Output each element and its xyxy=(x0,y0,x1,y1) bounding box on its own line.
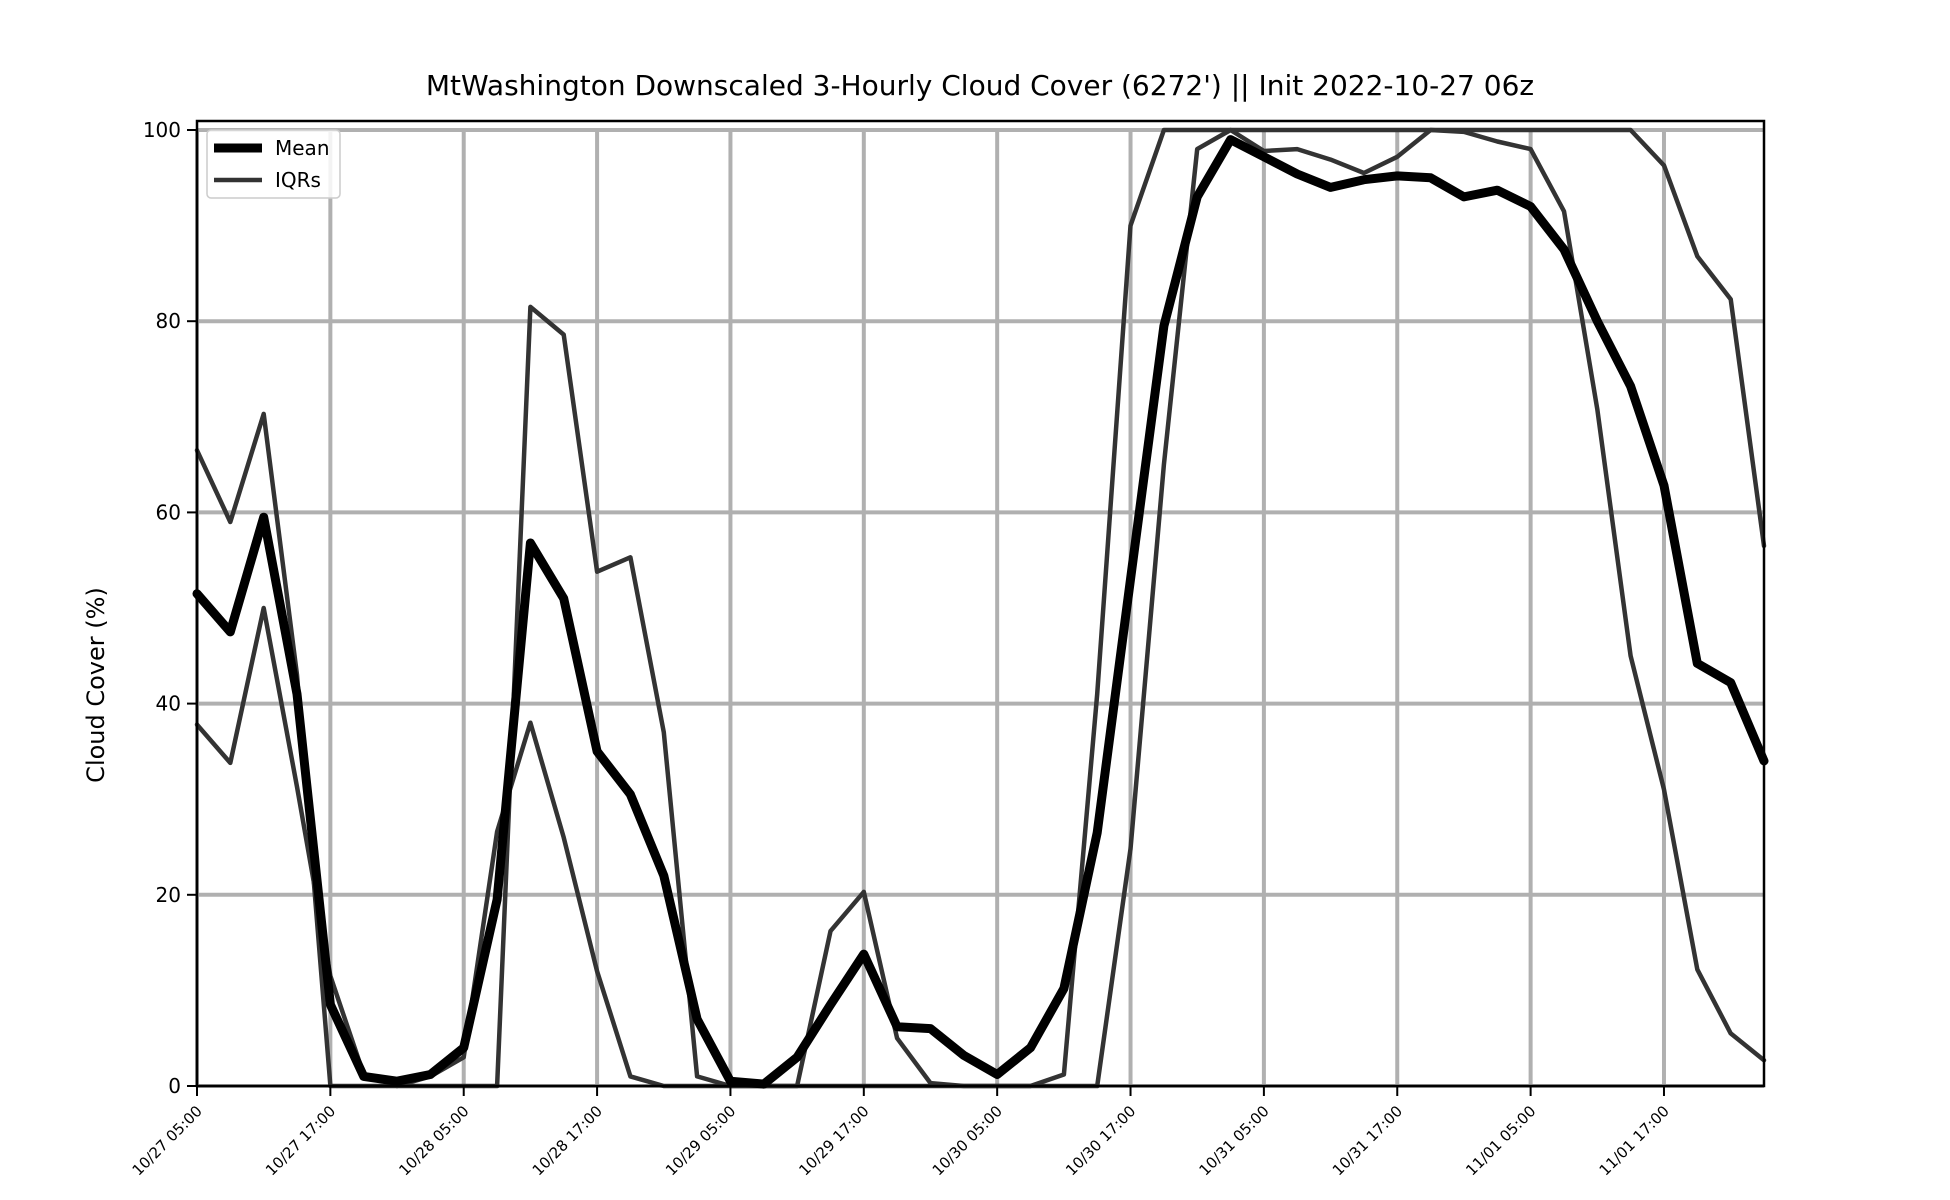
axes xyxy=(187,119,1766,1096)
y-axis-label: Cloud Cover (%) xyxy=(82,587,110,783)
y-tick-label: 20 xyxy=(156,883,181,907)
y-tick-label: 80 xyxy=(156,309,181,333)
y-tick-label: 40 xyxy=(156,692,181,716)
y-tick-label: 0 xyxy=(168,1074,181,1098)
series-line-mean xyxy=(192,135,1769,1089)
legend: Mean IQRs xyxy=(206,129,341,199)
legend-label: IQRs xyxy=(275,168,321,192)
grid-lines xyxy=(195,128,1764,1088)
y-tick-label: 100 xyxy=(143,118,181,142)
y-tick-label: 60 xyxy=(156,500,181,524)
chart-title: MtWashington Downscaled 3-Hourly Cloud C… xyxy=(426,69,1534,102)
plot-frame xyxy=(195,119,1766,1088)
legend-label: Mean xyxy=(275,136,330,160)
